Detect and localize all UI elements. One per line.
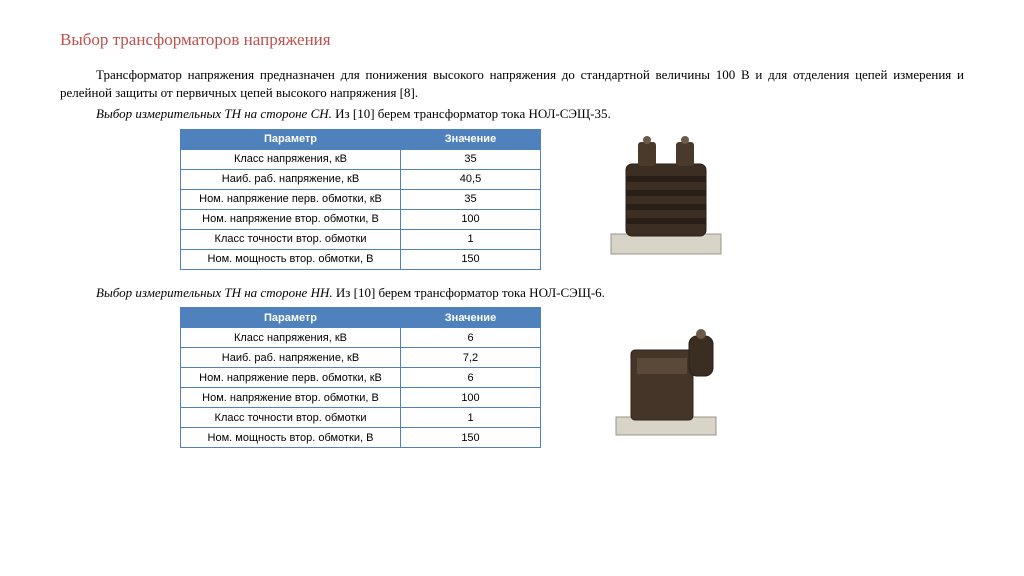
cell-value: 150 xyxy=(401,249,541,269)
table-row: Класс точности втор. обмотки1 xyxy=(181,229,541,249)
table-2: Параметр Значение Класс напряжения, кВ6 … xyxy=(180,307,541,448)
table-row: Ном. напряжение перв. обмотки, кВ6 xyxy=(181,368,541,388)
table-2-wrap: Параметр Значение Класс напряжения, кВ6 … xyxy=(180,307,541,448)
cell-value: 35 xyxy=(401,189,541,209)
cell-param: Ном. мощность втор. обмотки, В xyxy=(181,428,401,448)
cell-param: Ном. напряжение перв. обмотки, кВ xyxy=(181,189,401,209)
subheading-2: Выбор измерительных ТН на стороне НН. Из… xyxy=(60,284,964,302)
cell-value: 6 xyxy=(401,328,541,348)
table-row: Наиб. раб. напряжение, кВ7,2 xyxy=(181,348,541,368)
cell-value: 7,2 xyxy=(401,348,541,368)
cell-value: 6 xyxy=(401,368,541,388)
cell-value: 150 xyxy=(401,428,541,448)
table-row: Ном. напряжение перв. обмотки, кВ35 xyxy=(181,189,541,209)
cell-value: 100 xyxy=(401,209,541,229)
cell-value: 100 xyxy=(401,388,541,408)
cell-param: Класс напряжения, кВ xyxy=(181,328,401,348)
subheading-2-em: Выбор измерительных ТН на стороне НН. xyxy=(96,285,333,300)
section-2: Параметр Значение Класс напряжения, кВ6 … xyxy=(60,307,964,448)
subheading-2-rest: Из [10] берем трансформатор тока НОЛ-СЭЩ… xyxy=(333,285,605,300)
intro-paragraph: Трансформатор напряжения предназначен дл… xyxy=(60,66,964,101)
transformer-image-2 xyxy=(581,307,751,447)
table-row: Класс точности втор. обмотки1 xyxy=(181,408,541,428)
cell-value: 35 xyxy=(401,149,541,169)
table-row: Наиб. раб. напряжение, кВ40,5 xyxy=(181,169,541,189)
table-1-header-value: Значение xyxy=(401,129,541,149)
transformer-image-1 xyxy=(581,129,751,269)
table-2-header-value: Значение xyxy=(401,308,541,328)
table-row: Ном. мощность втор. обмотки, В150 xyxy=(181,249,541,269)
table-row: Класс напряжения, кВ6 xyxy=(181,328,541,348)
subheading-1: Выбор измерительных ТН на стороне СН. Из… xyxy=(60,105,964,123)
table-1-header-param: Параметр xyxy=(181,129,401,149)
transformer-6-icon xyxy=(591,312,741,442)
table-2-header-param: Параметр xyxy=(181,308,401,328)
cell-param: Наиб. раб. напряжение, кВ xyxy=(181,348,401,368)
subheading-1-em: Выбор измерительных ТН на стороне СН. xyxy=(96,106,332,121)
cell-param: Наиб. раб. напряжение, кВ xyxy=(181,169,401,189)
table-row: Класс напряжения, кВ35 xyxy=(181,149,541,169)
table-1: Параметр Значение Класс напряжения, кВ35… xyxy=(180,129,541,270)
transformer-35-icon xyxy=(591,134,741,264)
cell-param: Ном. напряжение втор. обмотки, В xyxy=(181,209,401,229)
cell-param: Ном. напряжение втор. обмотки, В xyxy=(181,388,401,408)
cell-param: Класс точности втор. обмотки xyxy=(181,408,401,428)
cell-param: Ном. мощность втор. обмотки, В xyxy=(181,249,401,269)
page-title: Выбор трансформаторов напряжения xyxy=(60,30,964,50)
subheading-1-rest: Из [10] берем трансформатор тока НОЛ-СЭЩ… xyxy=(332,106,611,121)
cell-param: Класс точности втор. обмотки xyxy=(181,229,401,249)
cell-value: 40,5 xyxy=(401,169,541,189)
section-1: Параметр Значение Класс напряжения, кВ35… xyxy=(60,129,964,270)
table-row: Ном. мощность втор. обмотки, В150 xyxy=(181,428,541,448)
cell-value: 1 xyxy=(401,408,541,428)
cell-value: 1 xyxy=(401,229,541,249)
table-1-wrap: Параметр Значение Класс напряжения, кВ35… xyxy=(180,129,541,270)
table-row: Ном. напряжение втор. обмотки, В100 xyxy=(181,388,541,408)
cell-param: Ном. напряжение перв. обмотки, кВ xyxy=(181,368,401,388)
cell-param: Класс напряжения, кВ xyxy=(181,149,401,169)
table-row: Ном. напряжение втор. обмотки, В100 xyxy=(181,209,541,229)
